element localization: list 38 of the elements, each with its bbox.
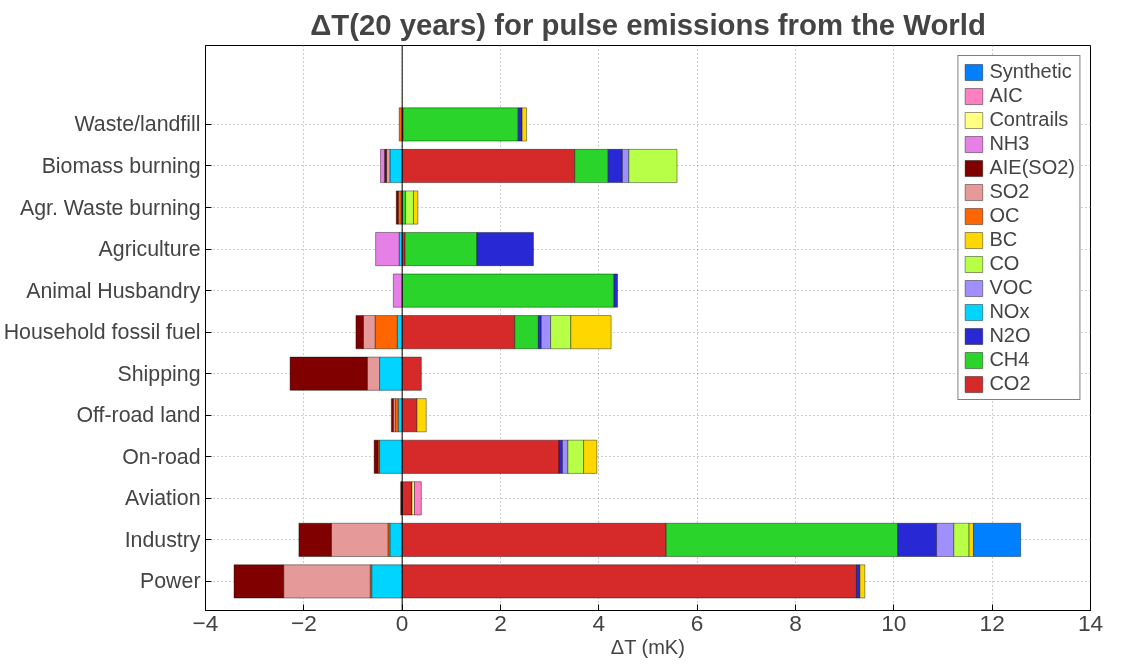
legend-label: AIC bbox=[989, 84, 1023, 107]
x-tick-label: 4 bbox=[592, 609, 606, 636]
legend-label: N2O bbox=[989, 324, 1031, 347]
y-tick-label: Biomass burning bbox=[41, 153, 201, 178]
x-tick-label: −2 bbox=[290, 609, 317, 636]
y-tick-label: Waste/landfill bbox=[74, 112, 201, 137]
x-tick-label: 2 bbox=[494, 609, 507, 636]
y-tick-label: Animal Husbandry bbox=[26, 278, 201, 303]
x-tick-label: 14 bbox=[1077, 609, 1104, 636]
y-tick-label: On-road bbox=[122, 444, 201, 469]
y-tick-label: Household fossil fuel bbox=[3, 320, 201, 345]
x-axis-title: ΔT (mK) bbox=[610, 635, 685, 658]
legend-label: Contrails bbox=[989, 108, 1069, 131]
legend-label: CO2 bbox=[989, 372, 1031, 395]
y-tick-label: Industry bbox=[124, 527, 201, 552]
chart-title: ΔT(20 years) for pulse emissions from the World bbox=[310, 7, 986, 41]
y-tick-label: Aviation bbox=[125, 486, 201, 511]
x-tick-label: −4 bbox=[192, 609, 219, 636]
x-tick-label: 8 bbox=[789, 609, 802, 636]
y-tick-label: Agriculture bbox=[98, 237, 201, 262]
y-tick-label: Agr. Waste burning bbox=[19, 195, 201, 220]
legend-label: OC bbox=[989, 204, 1020, 227]
x-tick-label: 12 bbox=[979, 609, 1005, 636]
x-tick-label: 0 bbox=[395, 609, 409, 636]
y-tick-label: Power bbox=[140, 569, 201, 594]
legend-label: VOC bbox=[989, 276, 1033, 299]
legend-label: NOx bbox=[989, 300, 1030, 323]
legend-label: NH3 bbox=[989, 132, 1030, 155]
legend-label: Synthetic bbox=[989, 60, 1072, 83]
legend-label: SO2 bbox=[989, 180, 1030, 203]
y-tick-label: Shipping bbox=[117, 361, 201, 386]
x-tick-label: 6 bbox=[690, 609, 704, 636]
legend-label: BC bbox=[989, 228, 1018, 251]
y-tick-label: Off-road land bbox=[76, 403, 201, 428]
legend-label: CO bbox=[989, 252, 1020, 275]
legend-label: CH4 bbox=[989, 348, 1030, 371]
x-tick-label: 10 bbox=[881, 609, 907, 636]
legend-label: AIE(SO2) bbox=[989, 156, 1075, 179]
